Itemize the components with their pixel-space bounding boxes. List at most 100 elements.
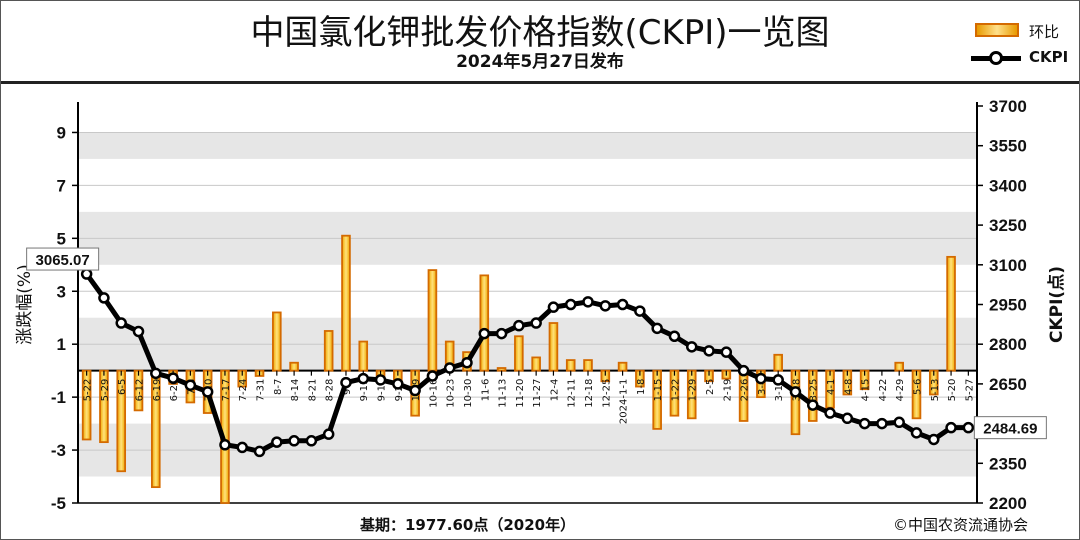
left-tick-label: 7 xyxy=(57,176,66,195)
bar-3-11 xyxy=(773,353,783,372)
bar-12-11 xyxy=(565,359,576,372)
ckpi-point-6-12 xyxy=(132,325,145,338)
ckpi-point-1-8 xyxy=(634,305,646,317)
legend-item-bar: 环比 xyxy=(969,19,1074,45)
legend-bar-swatch xyxy=(975,23,1019,37)
ckpi-point-12-25 xyxy=(599,300,612,312)
ckpi-point-8-21 xyxy=(305,435,318,447)
ckpi-point-6-5 xyxy=(115,317,127,329)
x-tick-label: 6-5 xyxy=(117,379,128,395)
legend-line-label: CKPI xyxy=(1029,48,1069,66)
x-tick-label: 6-19 xyxy=(152,379,163,402)
bar-10-16 xyxy=(427,269,438,372)
ckpi-point-10-30 xyxy=(461,356,473,369)
bar-12-4 xyxy=(548,322,559,372)
x-tick-label: 1-29 xyxy=(688,379,699,402)
right-tick-label: 3250 xyxy=(989,216,1027,235)
chart-subtitle: 2024年5月27日发布 xyxy=(456,52,624,72)
right-tick-label: 3550 xyxy=(989,137,1027,156)
x-tick-label: 5-13 xyxy=(930,379,941,402)
ckpi-point-8-7 xyxy=(271,436,283,448)
left-tick-label: 9 xyxy=(57,123,66,142)
bar-11-13 xyxy=(496,367,507,372)
x-tick-label: 8-21 xyxy=(307,379,318,402)
ckpi-point-3-18 xyxy=(789,386,802,398)
ckpi-point-7-17 xyxy=(219,439,231,451)
ckpi-point-4-15 xyxy=(858,417,871,430)
x-tick-label: 7-24 xyxy=(238,379,249,402)
ckpi-point-2-5 xyxy=(703,345,715,357)
x-tick-label: 9-18 xyxy=(377,379,388,402)
ckpi-point-12-18 xyxy=(582,296,594,308)
x-tick-label: 11-13 xyxy=(498,379,509,408)
right-tick-label: 3400 xyxy=(989,176,1027,195)
ckpi-point-1-22 xyxy=(668,330,681,343)
ckpi-point-3-25 xyxy=(807,399,819,411)
ckpi-point-6-19 xyxy=(150,367,162,380)
chart-header: 中国氯化钾批发价格指数(CKPI)一览图 2024年5月27日发布 环比 CKP… xyxy=(1,1,1079,84)
bar-4-29 xyxy=(894,361,904,372)
x-tick-label: 5-6 xyxy=(912,379,923,395)
ckpi-point-4-29 xyxy=(893,416,905,429)
x-tick-label: 4-29 xyxy=(895,379,906,402)
ckpi-point-10-9 xyxy=(409,384,421,397)
x-tick-label: 3-11 xyxy=(774,379,785,402)
right-tick-label: 3100 xyxy=(989,256,1027,275)
left-tick-label: -5 xyxy=(51,494,66,513)
ckpi-line xyxy=(84,272,969,454)
ckpi-point-3-4 xyxy=(755,372,767,385)
x-tick-label: 2-26 xyxy=(740,379,751,402)
left-tick-label: 5 xyxy=(57,229,66,248)
x-tick-label: 2024-1-1 xyxy=(619,379,630,424)
ckpi-point-1-29 xyxy=(685,341,698,353)
ckpi-point-8-14 xyxy=(288,435,300,447)
x-tick-label: 11-20 xyxy=(515,379,526,408)
ckpi-point-10-16 xyxy=(426,370,439,382)
ckpi-point-9-18 xyxy=(374,374,387,386)
right-tick-label: 2650 xyxy=(989,375,1027,394)
x-tick-label: 10-16 xyxy=(428,379,439,408)
right-axis-title: CKPI(点) xyxy=(1046,266,1067,343)
x-tick-label: 8-28 xyxy=(325,379,336,402)
x-tick-label: 4-22 xyxy=(878,379,889,402)
x-tick-label: 10-30 xyxy=(463,379,474,408)
last-value-box xyxy=(973,416,1047,440)
ckpi-point-11-20 xyxy=(513,319,525,332)
x-tick-label: 3-25 xyxy=(809,379,820,402)
x-tick-label: 4-1 xyxy=(826,379,837,395)
x-tick-label: 7-31 xyxy=(256,379,267,402)
first-value-label: 3065.07 xyxy=(36,252,90,269)
right-tick-label: 2200 xyxy=(989,494,1027,513)
x-tick-label: 12-4 xyxy=(549,379,560,402)
ckpi-point-5-22 xyxy=(80,268,93,280)
legend: 环比 CKPI xyxy=(969,19,1074,71)
bar-11-20 xyxy=(514,335,524,372)
x-tick-label: 12-25 xyxy=(601,379,612,408)
x-tick-label: 5-27 xyxy=(964,379,975,402)
x-tick-label: 8-14 xyxy=(290,379,301,402)
ckpi-point-7-24 xyxy=(236,441,248,454)
ckpi-point-4-1 xyxy=(824,407,836,419)
bar-12-18 xyxy=(583,359,593,372)
x-tick-label: 11-6 xyxy=(480,379,491,402)
right-tick-label: 2800 xyxy=(989,335,1027,354)
left-tick-label: 1 xyxy=(57,335,66,354)
bar-11-6 xyxy=(479,274,490,372)
first-value-box xyxy=(26,247,100,271)
left-tick-label: -1 xyxy=(51,388,66,407)
left-axis-title: 涨跌幅(%) xyxy=(15,264,35,344)
right-tick-label: 2350 xyxy=(989,454,1027,473)
x-tick-label: 6-26 xyxy=(169,379,180,402)
bar-2024-1-1 xyxy=(617,361,628,372)
right-tick-label: 2950 xyxy=(989,296,1027,315)
x-tick-label: 4-8 xyxy=(843,379,854,395)
ckpi-point-2-19 xyxy=(720,346,733,358)
x-tick-label: 5-29 xyxy=(100,379,111,402)
x-tick-label: 8-7 xyxy=(273,379,284,395)
bar-8-7 xyxy=(272,311,282,372)
bar-8-14 xyxy=(289,361,299,372)
ckpi-point-4-22 xyxy=(876,417,888,430)
x-tick-label: 6-12 xyxy=(135,379,146,402)
ckpi-point-9-25 xyxy=(392,378,404,390)
